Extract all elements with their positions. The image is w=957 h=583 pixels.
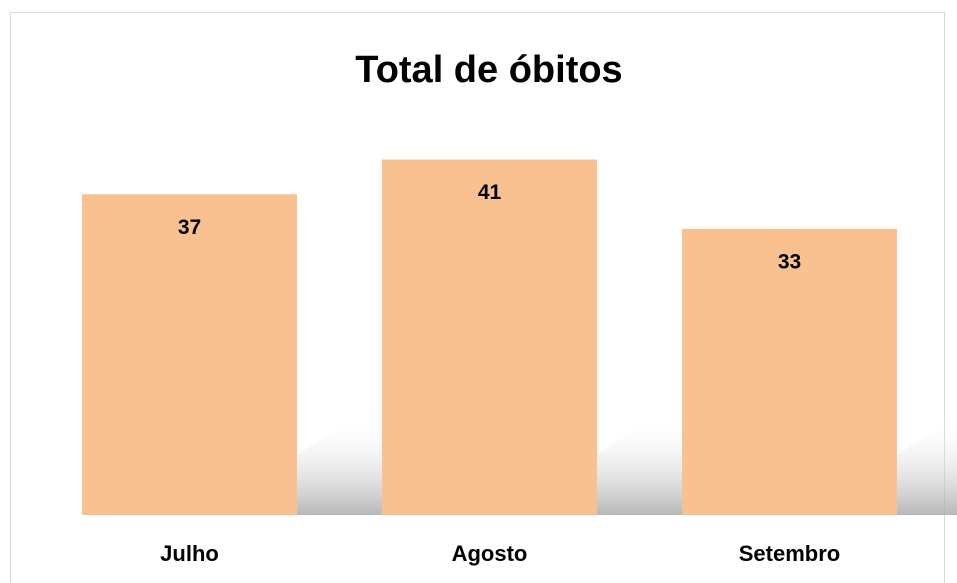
data-label: 33: [778, 250, 801, 273]
bar: [82, 194, 297, 515]
x-tick-label: Julho: [160, 541, 219, 566]
bar: [382, 159, 597, 515]
x-tick-label: Agosto: [452, 541, 528, 566]
x-tick-label: Setembro: [739, 541, 840, 566]
data-label: 37: [178, 216, 201, 239]
chart-title: Total de óbitos: [355, 49, 622, 91]
data-label: 41: [478, 181, 502, 204]
bar-shadow: [897, 415, 957, 515]
bar: [682, 228, 897, 515]
bar-shadow: [297, 415, 382, 515]
bar-shadow: [597, 415, 682, 515]
